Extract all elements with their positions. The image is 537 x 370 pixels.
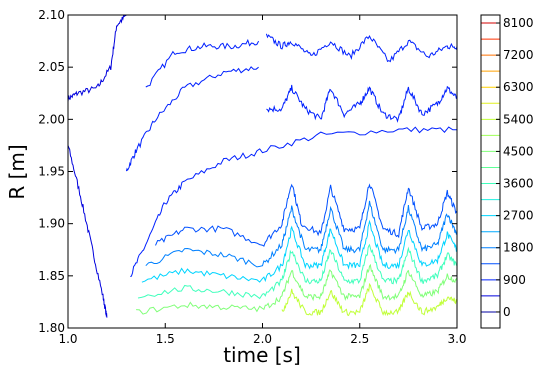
contour-line [67,14,127,102]
contour-line [266,84,458,123]
contour-line [67,145,108,318]
y-tick-label: 1.85 [38,269,65,283]
x-tick-label: 1.0 [58,332,77,346]
x-tick-label: 1.5 [156,332,175,346]
colorbar-tick-label: 7200 [503,48,534,62]
colorbar-frame [480,14,501,329]
colorbar-tick-label: 3600 [503,177,534,191]
contour-line [125,66,259,172]
y-tick-label: 2.00 [38,112,65,126]
y-axis-ticks: 1.80 1.85 1.90 1.95 2.00 2.05 2.10 [38,8,457,335]
y-axis-label: R [m] [5,144,29,199]
contour-line [155,183,458,247]
colorbar: 0 900 1800 2700 3600 4500 5400 6300 7200 8100 [480,14,534,329]
contour-line [137,243,458,300]
contour-line [265,33,458,63]
colorbar-tick-label: 5400 [503,112,534,126]
contour-line [145,200,457,268]
colorbar-tick-label: 4500 [503,144,534,158]
y-tick-label: 1.90 [38,217,65,231]
colorbar-tick-label: 6300 [503,80,534,94]
x-axis-ticks: 1.0 1.5 2.0 2.5 3.0 [58,15,467,346]
colorbar-ticks: 0 900 1800 2700 3600 4500 5400 6300 7200 8100 [496,16,534,319]
contour-line [136,263,458,315]
y-tick-label: 2.05 [38,60,65,74]
plot-area: 1.0 1.5 2.0 2.5 3.0 1.80 1.85 1.90 1.95 2.00 2.05… [38,8,466,346]
x-axis-label: time [s] [223,343,301,367]
colorbar-tick-label: 1800 [503,241,534,255]
contour-lines [67,14,458,318]
colorbar-tick-label: 8100 [503,16,534,30]
x-tick-label: 2.0 [253,332,272,346]
colorbar-tick-label: 0 [503,305,511,319]
contour-line [141,219,458,283]
y-tick-label: 1.80 [38,321,65,335]
colorbar-level-lines [481,22,500,313]
x-tick-label: 3.0 [447,332,466,346]
contour-line [145,38,260,88]
plot-background [68,15,457,328]
contour-line [130,126,457,277]
colorbar-tick-label: 900 [503,273,526,287]
y-tick-label: 2.10 [38,8,65,22]
colorbar-tick-label: 2700 [503,209,534,223]
y-tick-label: 1.95 [38,165,65,179]
contour-line [281,282,458,317]
x-tick-label: 2.5 [350,332,369,346]
